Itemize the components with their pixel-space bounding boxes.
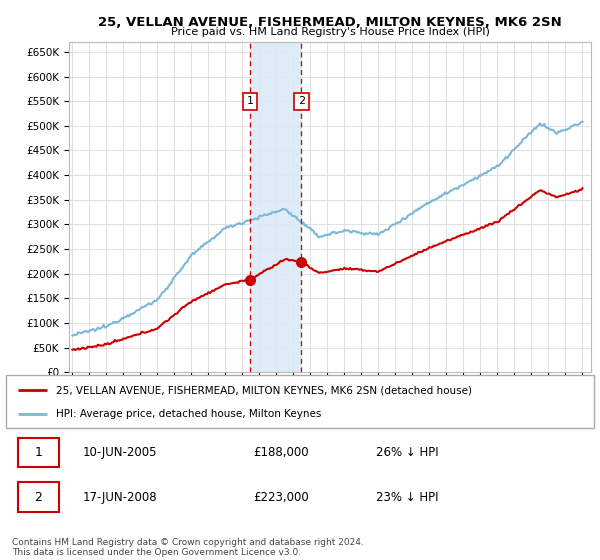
Text: £223,000: £223,000 <box>253 491 309 503</box>
FancyBboxPatch shape <box>18 482 59 512</box>
Text: 25, VELLAN AVENUE, FISHERMEAD, MILTON KEYNES, MK6 2SN: 25, VELLAN AVENUE, FISHERMEAD, MILTON KE… <box>98 16 562 29</box>
Text: 26% ↓ HPI: 26% ↓ HPI <box>376 446 439 459</box>
Text: 17-JUN-2008: 17-JUN-2008 <box>82 491 157 503</box>
Text: 1: 1 <box>34 446 42 459</box>
Text: 2: 2 <box>298 96 305 106</box>
Text: 10-JUN-2005: 10-JUN-2005 <box>82 446 157 459</box>
Text: 2: 2 <box>34 491 42 503</box>
Text: HPI: Average price, detached house, Milton Keynes: HPI: Average price, detached house, Milt… <box>56 408 322 418</box>
FancyBboxPatch shape <box>18 437 59 468</box>
Text: Contains HM Land Registry data © Crown copyright and database right 2024.
This d: Contains HM Land Registry data © Crown c… <box>12 538 364 557</box>
Bar <box>250 42 301 372</box>
Text: £188,000: £188,000 <box>253 446 308 459</box>
Text: 23% ↓ HPI: 23% ↓ HPI <box>376 491 439 503</box>
Text: 1: 1 <box>247 96 253 106</box>
FancyBboxPatch shape <box>6 375 594 428</box>
Text: 25, VELLAN AVENUE, FISHERMEAD, MILTON KEYNES, MK6 2SN (detached house): 25, VELLAN AVENUE, FISHERMEAD, MILTON KE… <box>56 385 472 395</box>
Text: Price paid vs. HM Land Registry's House Price Index (HPI): Price paid vs. HM Land Registry's House … <box>170 27 490 37</box>
